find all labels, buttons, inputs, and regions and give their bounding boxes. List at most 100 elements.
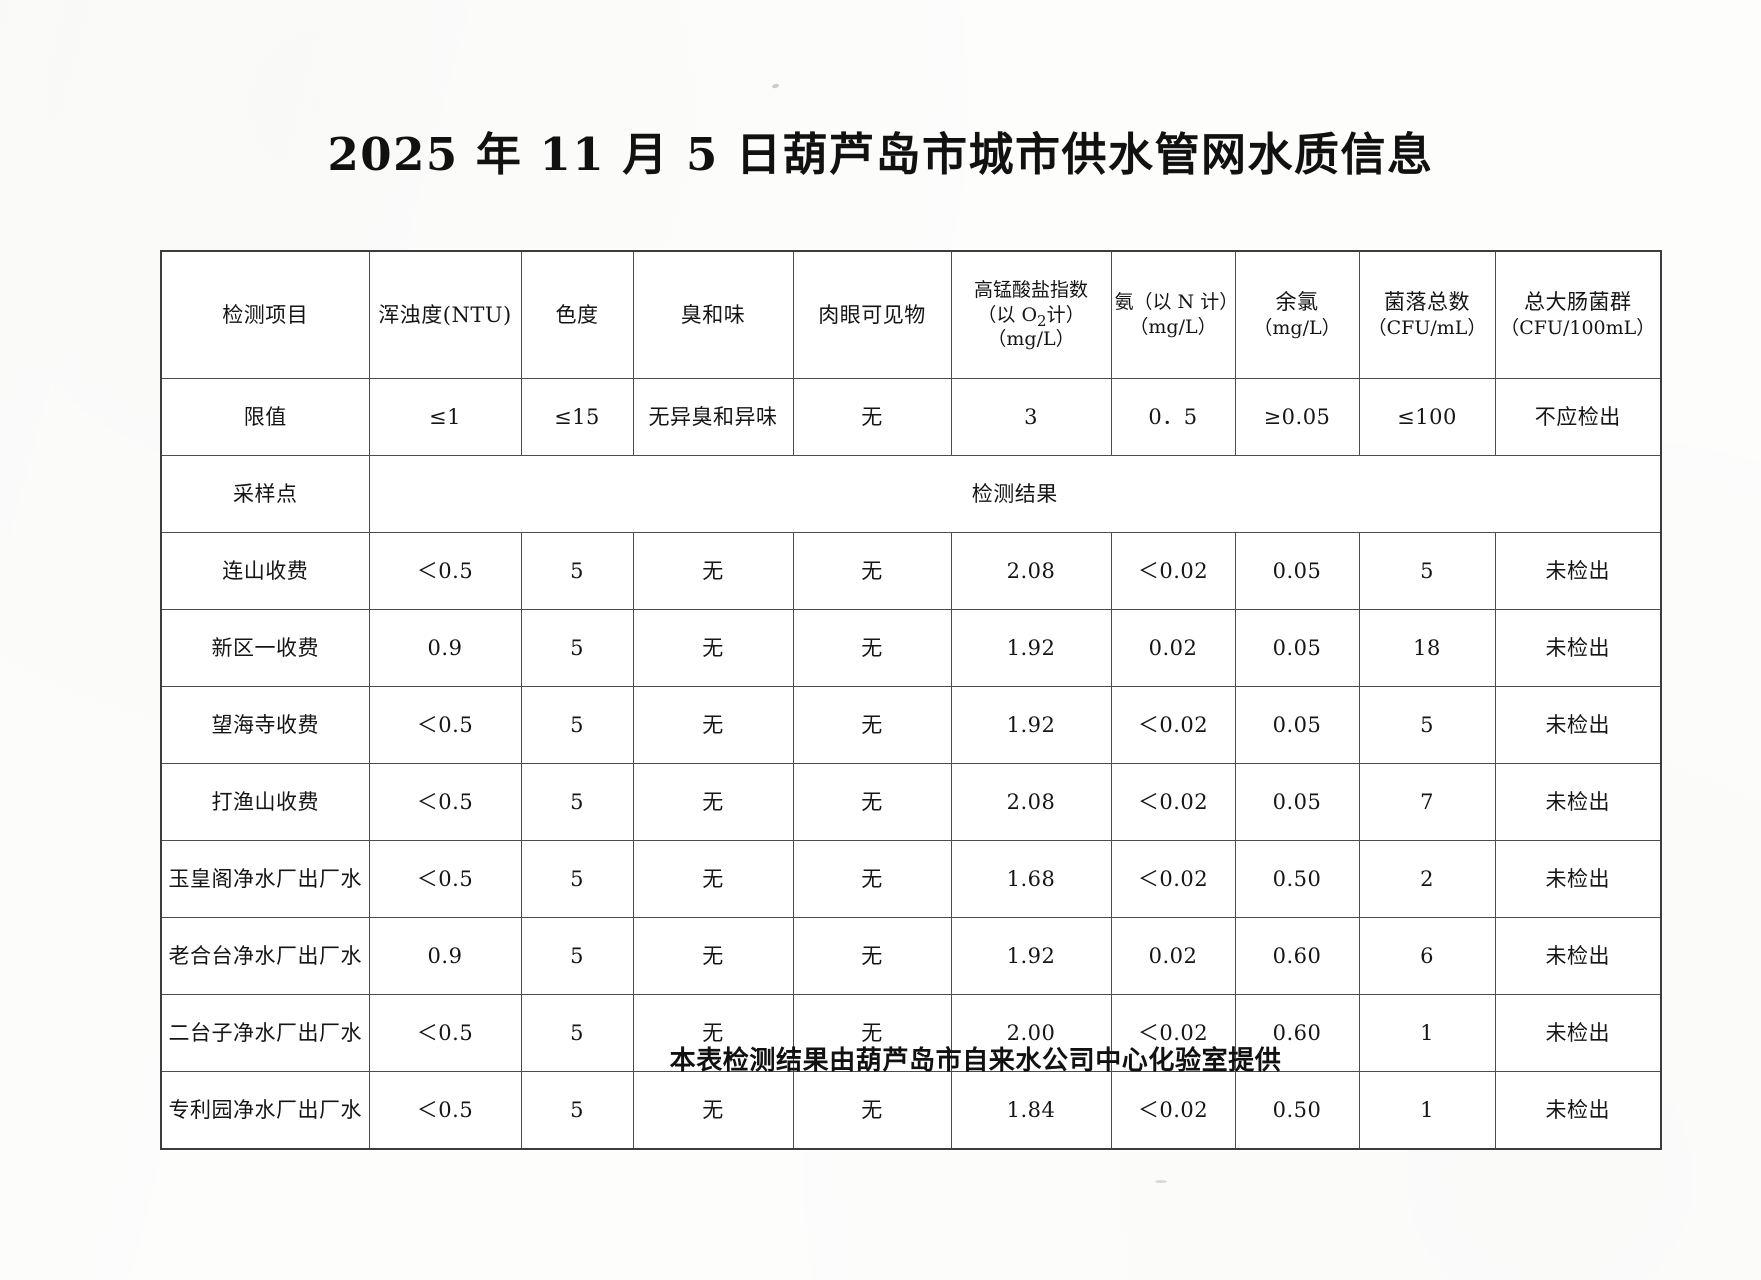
header-total-coliform: 总大肠菌群 （CFU/100mL） xyxy=(1494,250,1662,379)
cell-turbidity: ＜0.5 xyxy=(368,686,522,764)
cell-coliform: 未检出 xyxy=(1494,994,1662,1072)
cell-permanganate: 1.92 xyxy=(950,686,1112,764)
cell-visible-matter: 无 xyxy=(792,763,952,841)
table-row: 打渔山收费 ＜0.5 5 无 无 2.08 ＜0.02 0.05 7 未检出 xyxy=(160,763,1662,841)
cell-chroma: 5 xyxy=(520,763,634,841)
header-colony-line1: 菌落总数 xyxy=(1384,290,1470,314)
cell-ammonia: ＜0.02 xyxy=(1110,532,1236,610)
table-row: 玉皇阁净水厂出厂水 ＜0.5 5 无 无 1.68 ＜0.02 0.50 2 未… xyxy=(160,840,1662,918)
limit-colony: ≤100 xyxy=(1358,378,1496,456)
table-row: 新区一收费 0.9 5 无 无 1.92 0.02 0.05 18 未检出 xyxy=(160,609,1662,687)
cell-colony: 7 xyxy=(1358,763,1496,841)
cell-sampling-point: 打渔山收费 xyxy=(160,763,370,841)
cell-colony: 1 xyxy=(1358,1071,1496,1150)
cell-coliform: 未检出 xyxy=(1494,1071,1662,1150)
cell-visible-matter: 无 xyxy=(792,994,952,1072)
cell-permanganate: 2.00 xyxy=(950,994,1112,1072)
cell-permanganate: 2.08 xyxy=(950,763,1112,841)
limit-row-label: 限值 xyxy=(160,378,370,456)
detection-results-label: 检测结果 xyxy=(368,455,1662,533)
cell-permanganate: 1.92 xyxy=(950,917,1112,995)
cell-turbidity: 0.9 xyxy=(368,609,522,687)
cell-chlorine: 0.50 xyxy=(1234,1071,1360,1150)
cell-turbidity: ＜0.5 xyxy=(368,763,522,841)
cell-odor: 无 xyxy=(632,840,794,918)
cell-chroma: 5 xyxy=(520,1071,634,1150)
cell-colony: 5 xyxy=(1358,532,1496,610)
scan-speck xyxy=(771,83,780,89)
header-permanganate-line2: （以 O2计） xyxy=(977,303,1085,330)
limit-permanganate: 3 xyxy=(950,378,1112,456)
limit-value-row: 限值 ≤1 ≤15 无异臭和异味 无 3 0．5 ≥0.05 ≤100 不应检出 xyxy=(160,378,1662,456)
cell-visible-matter: 无 xyxy=(792,840,952,918)
limit-ammonia: 0．5 xyxy=(1110,378,1236,456)
cell-chlorine: 0.50 xyxy=(1234,840,1360,918)
cell-ammonia: ＜0.02 xyxy=(1110,994,1236,1072)
cell-ammonia: ＜0.02 xyxy=(1110,763,1236,841)
header-turbidity: 浑浊度(NTU) xyxy=(368,250,522,379)
header-ammonia-line1: 氨（以 N 计） xyxy=(1114,291,1239,314)
cell-turbidity: 0.9 xyxy=(368,917,522,995)
table-row: 老合台净水厂出厂水 0.9 5 无 无 1.92 0.02 0.60 6 未检出 xyxy=(160,917,1662,995)
cell-chroma: 5 xyxy=(520,994,634,1072)
cell-ammonia: ＜0.02 xyxy=(1110,1071,1236,1150)
cell-colony: 1 xyxy=(1358,994,1496,1072)
header-chlorine-line1: 余氯 xyxy=(1275,290,1319,314)
cell-turbidity: ＜0.5 xyxy=(368,532,522,610)
cell-permanganate: 1.84 xyxy=(950,1071,1112,1150)
cell-turbidity: ＜0.5 xyxy=(368,840,522,918)
table-row: 二台子净水厂出厂水 ＜0.5 5 无 无 2.00 ＜0.02 0.60 1 未… xyxy=(160,994,1662,1072)
header-permanganate-index: 高锰酸盐指数 （以 O2计） （mg/L） xyxy=(950,250,1112,379)
water-quality-table-container: 检测项目 浑浊度(NTU) 色度 臭和味 肉眼可见物 高锰酸盐指数 （以 O2计… xyxy=(160,250,1662,1150)
cell-sampling-point: 新区一收费 xyxy=(160,609,370,687)
cell-colony: 2 xyxy=(1358,840,1496,918)
header-odor: 臭和味 xyxy=(632,250,794,379)
table-header-row: 检测项目 浑浊度(NTU) 色度 臭和味 肉眼可见物 高锰酸盐指数 （以 O2计… xyxy=(160,250,1662,379)
cell-ammonia: 0.02 xyxy=(1110,609,1236,687)
cell-permanganate: 1.68 xyxy=(950,840,1112,918)
cell-coliform: 未检出 xyxy=(1494,532,1662,610)
cell-turbidity: ＜0.5 xyxy=(368,1071,522,1150)
cell-visible-matter: 无 xyxy=(792,532,952,610)
cell-chlorine: 0.60 xyxy=(1234,994,1360,1072)
cell-chroma: 5 xyxy=(520,686,634,764)
limit-odor: 无异臭和异味 xyxy=(632,378,794,456)
cell-odor: 无 xyxy=(632,763,794,841)
cell-chlorine: 0.05 xyxy=(1234,609,1360,687)
scan-speck xyxy=(1155,1180,1167,1183)
cell-coliform: 未检出 xyxy=(1494,686,1662,764)
cell-chroma: 5 xyxy=(520,609,634,687)
cell-chlorine: 0.05 xyxy=(1234,532,1360,610)
cell-permanganate: 1.92 xyxy=(950,609,1112,687)
limit-visible-matter: 无 xyxy=(792,378,952,456)
cell-ammonia: ＜0.02 xyxy=(1110,840,1236,918)
cell-chroma: 5 xyxy=(520,532,634,610)
cell-visible-matter: 无 xyxy=(792,917,952,995)
cell-colony: 6 xyxy=(1358,917,1496,995)
cell-chlorine: 0.05 xyxy=(1234,686,1360,764)
cell-coliform: 未检出 xyxy=(1494,840,1662,918)
cell-chlorine: 0.05 xyxy=(1234,763,1360,841)
cell-chroma: 5 xyxy=(520,840,634,918)
header-colony-line2: （CFU/mL） xyxy=(1367,317,1487,340)
cell-visible-matter: 无 xyxy=(792,1071,952,1150)
header-coliform-line2: （CFU/100mL） xyxy=(1500,317,1656,340)
cell-sampling-point: 老合台净水厂出厂水 xyxy=(160,917,370,995)
cell-sampling-point: 连山收费 xyxy=(160,532,370,610)
header-visible-matter: 肉眼可见物 xyxy=(792,250,952,379)
cell-sampling-point: 二台子净水厂出厂水 xyxy=(160,994,370,1072)
cell-odor: 无 xyxy=(632,609,794,687)
cell-colony: 5 xyxy=(1358,686,1496,764)
cell-odor: 无 xyxy=(632,917,794,995)
cell-ammonia: ＜0.02 xyxy=(1110,686,1236,764)
header-permanganate-line3: （mg/L） xyxy=(987,328,1075,351)
cell-odor: 无 xyxy=(632,532,794,610)
header-chlorine-line2: （mg/L） xyxy=(1253,317,1341,340)
header-coliform-line1: 总大肠菌群 xyxy=(1524,290,1632,314)
cell-coliform: 未检出 xyxy=(1494,763,1662,841)
cell-sampling-point: 望海寺收费 xyxy=(160,686,370,764)
sampling-point-header-row: 采样点 检测结果 xyxy=(160,455,1662,533)
limit-coliform: 不应检出 xyxy=(1494,378,1662,456)
cell-ammonia: 0.02 xyxy=(1110,917,1236,995)
